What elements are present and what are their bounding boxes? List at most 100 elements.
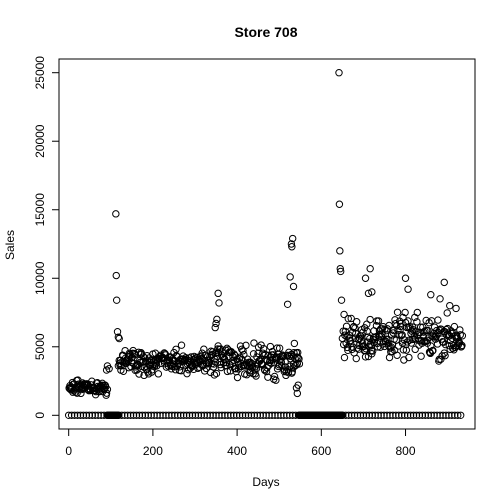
data-point [150, 411, 158, 419]
data-point [223, 367, 232, 376]
data-point [352, 354, 360, 363]
data-point [76, 411, 85, 419]
data-point [359, 328, 367, 336]
data-point [339, 411, 347, 419]
data-point [88, 411, 96, 419]
y-tick-label: 10000 [33, 261, 47, 295]
data-point [283, 411, 291, 419]
y-tick-label: 20000 [33, 124, 47, 158]
data-point [233, 373, 242, 382]
data-point [252, 372, 260, 380]
data-point [418, 411, 427, 419]
data-point [238, 411, 247, 419]
data-point [112, 296, 121, 304]
data-point [341, 327, 350, 336]
data-point [212, 369, 221, 378]
x-tick-label: 0 [65, 444, 72, 458]
data-point [138, 411, 147, 419]
data-point [203, 411, 211, 419]
data-point [374, 411, 382, 419]
data-point [275, 344, 284, 352]
x-tick-label: 400 [227, 444, 247, 458]
data-point [210, 371, 219, 379]
data-point [362, 411, 371, 419]
data-point [215, 299, 223, 307]
data-point [79, 411, 88, 419]
data-point [126, 411, 135, 419]
data-point [244, 411, 253, 419]
data-point [288, 243, 296, 251]
data-point [230, 411, 238, 419]
data-point [430, 411, 438, 419]
data-points [64, 69, 467, 419]
data-point [366, 264, 374, 273]
data-point [337, 296, 346, 304]
data-point [159, 411, 167, 419]
data-point [436, 295, 444, 303]
data-point [295, 355, 303, 363]
data-point [194, 411, 203, 419]
data-point [250, 339, 258, 347]
data-point [200, 345, 208, 353]
data-point [70, 411, 79, 419]
data-point [402, 346, 411, 354]
data-point [352, 318, 361, 326]
data-point [91, 411, 99, 419]
data-point [135, 370, 143, 378]
data-point [368, 288, 376, 296]
y-tick-label: 25000 [33, 56, 47, 90]
data-point [154, 370, 163, 378]
data-point [398, 411, 406, 419]
data-point [360, 342, 368, 351]
data-point [177, 341, 186, 349]
data-point [417, 352, 425, 360]
data-point [295, 360, 304, 368]
data-point [112, 271, 120, 280]
data-point [398, 331, 406, 339]
data-point [242, 341, 250, 350]
data-point [294, 381, 302, 389]
data-point [427, 291, 435, 299]
data-point [335, 69, 343, 77]
data-point [432, 326, 441, 335]
data-point [439, 411, 447, 419]
data-point [443, 309, 451, 317]
data-point [364, 289, 373, 298]
data-point [450, 322, 459, 331]
data-point [290, 339, 299, 348]
data-point [145, 361, 154, 370]
data-point [153, 411, 161, 419]
data-point [64, 411, 73, 419]
data-point [246, 358, 255, 367]
data-point [209, 363, 218, 371]
data-point [241, 411, 250, 419]
data-point [335, 200, 344, 208]
data-point [441, 351, 449, 360]
data-point [377, 411, 385, 419]
data-point [286, 273, 294, 281]
x-tick-label: 800 [396, 444, 416, 458]
data-point [336, 267, 345, 276]
y-tick-label: 0 [33, 412, 47, 419]
data-point [254, 343, 263, 351]
data-point [429, 346, 437, 355]
data-point [240, 350, 248, 359]
data-point [182, 411, 191, 419]
data-point [368, 347, 377, 355]
data-point [293, 389, 302, 398]
data-point [366, 315, 374, 324]
data-point [340, 310, 348, 319]
data-point [361, 353, 370, 361]
data-point [407, 339, 416, 347]
data-point [227, 411, 235, 419]
data-point [451, 411, 459, 419]
data-point [123, 411, 132, 419]
data-point [409, 411, 418, 419]
data-point [73, 389, 81, 397]
data-point [129, 411, 138, 419]
y-axis-label: Sales [3, 230, 17, 260]
data-point [421, 411, 430, 419]
data-point [347, 314, 355, 323]
data-point [177, 367, 185, 375]
